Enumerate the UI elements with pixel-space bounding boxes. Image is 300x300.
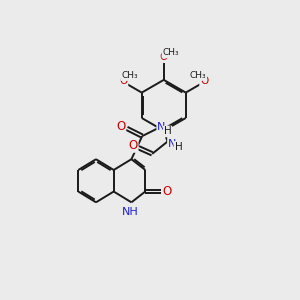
Text: CH₃: CH₃ (162, 48, 179, 57)
Text: N: N (157, 122, 166, 132)
Text: O: O (119, 76, 128, 86)
Text: O: O (128, 139, 138, 152)
Text: O: O (162, 185, 172, 198)
Text: H: H (175, 142, 182, 152)
Text: H: H (164, 127, 172, 136)
Text: CH₃: CH₃ (190, 71, 206, 80)
Text: CH₃: CH₃ (121, 71, 138, 80)
Text: O: O (200, 76, 208, 86)
Text: NH: NH (122, 207, 138, 217)
Text: O: O (116, 120, 125, 134)
Text: O: O (160, 52, 168, 62)
Text: N: N (168, 139, 176, 149)
